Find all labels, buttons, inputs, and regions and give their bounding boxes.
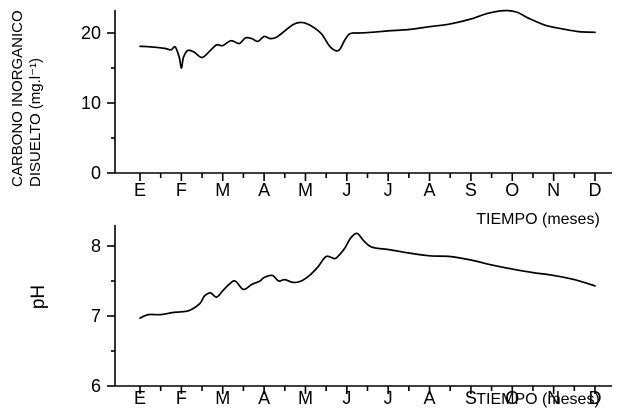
top-x-tick-label-7: A — [424, 180, 436, 200]
top-x-tick-label-3: A — [258, 180, 270, 200]
top-panel: CARBONO INORGANICO DISUELTO (mg.l⁻¹) 0 10… — [9, 9, 612, 228]
top-x-tick-label-4: M — [298, 180, 313, 200]
bot-x-tick-label-4: M — [298, 388, 313, 408]
top-x-tick-label-10: N — [547, 180, 560, 200]
top-series-line — [139, 9, 596, 69]
top-x-axis-title: TIEMPO (meses) — [476, 211, 600, 228]
bot-x-tick-label-1: F — [176, 388, 187, 408]
bottom-y-axis-ticks: 6 7 8 — [91, 236, 115, 396]
top-y-axis-title-line-2: DISUELTO (mg.l⁻¹) — [27, 58, 44, 187]
bot-x-tick-label-8: S — [465, 388, 477, 408]
bot-y-tick-label-2: 8 — [91, 236, 101, 256]
top-x-tick-label-5: J — [342, 180, 351, 200]
bot-y-tick-label-1: 7 — [91, 306, 101, 326]
top-y-axis-title-line-1: CARBONO INORGANICO — [9, 10, 26, 187]
top-y-tick-label-1: 10 — [81, 93, 101, 113]
bot-x-tick-label-11: D — [589, 388, 602, 408]
bot-x-tick-label-5: J — [342, 388, 351, 408]
bot-x-tick-label-3: A — [258, 388, 270, 408]
bot-x-tick-label-7: A — [424, 388, 436, 408]
top-y-tick-label-2: 20 — [81, 23, 101, 43]
bottom-y-axis-title: pH — [28, 285, 49, 309]
bot-x-tick-label-6: J — [384, 388, 393, 408]
top-x-tick-label-11: D — [589, 180, 602, 200]
bottom-series-line — [139, 232, 596, 319]
bot-x-tick-label-9: O — [505, 388, 519, 408]
bottom-panel: pH 6 7 8 E F M A M J J A S O N D TIEMPO (meses) — [28, 225, 612, 408]
top-x-tick-label-8: S — [465, 180, 477, 200]
top-x-tick-label-2: M — [215, 180, 230, 200]
top-x-tick-label-6: J — [384, 180, 393, 200]
top-x-tick-label-1: F — [176, 180, 187, 200]
bot-y-tick-label-0: 6 — [91, 376, 101, 396]
top-x-tick-label-9: O — [505, 180, 519, 200]
bottom-x-axis-title: TIEMPO (meses) — [476, 391, 600, 408]
top-x-tick-label-0: E — [134, 180, 146, 200]
bot-x-tick-label-0: E — [134, 388, 146, 408]
top-y-tick-label-0: 0 — [91, 163, 101, 183]
bot-x-tick-label-2: M — [215, 388, 230, 408]
bot-x-tick-label-10: N — [547, 388, 560, 408]
top-y-axis-ticks: 0 10 20 — [81, 23, 115, 183]
